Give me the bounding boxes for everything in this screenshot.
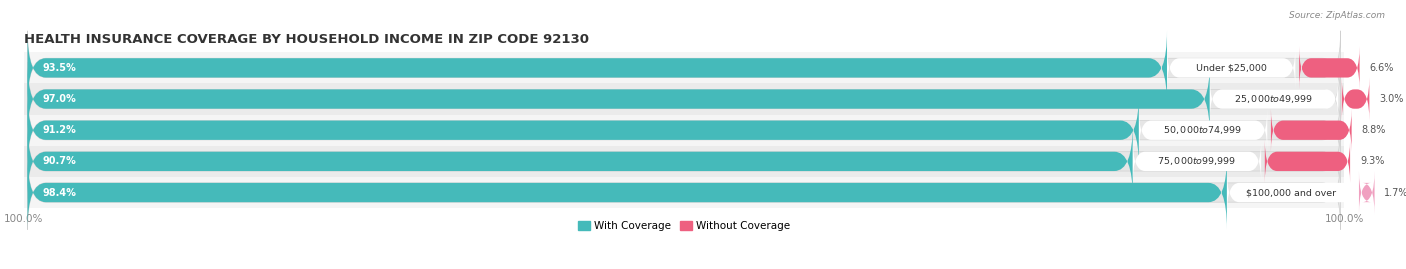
FancyBboxPatch shape [1265,140,1350,183]
FancyBboxPatch shape [28,155,1341,230]
Text: 98.4%: 98.4% [42,187,76,197]
FancyBboxPatch shape [1341,77,1369,121]
FancyBboxPatch shape [1271,109,1351,152]
FancyBboxPatch shape [28,124,1341,199]
FancyBboxPatch shape [1133,140,1261,183]
Text: $50,000 to $74,999: $50,000 to $74,999 [1164,124,1243,136]
Bar [24,177,1344,208]
Text: 90.7%: 90.7% [42,156,76,167]
Text: $75,000 to $99,999: $75,000 to $99,999 [1157,155,1236,167]
Text: Source: ZipAtlas.com: Source: ZipAtlas.com [1289,11,1385,20]
FancyBboxPatch shape [28,155,1227,230]
FancyBboxPatch shape [28,31,1167,105]
FancyBboxPatch shape [28,62,1209,136]
Text: 9.3%: 9.3% [1360,156,1385,167]
Text: 3.0%: 3.0% [1379,94,1403,104]
Bar [24,52,1344,83]
FancyBboxPatch shape [28,62,1341,136]
FancyBboxPatch shape [1227,171,1355,214]
Text: 8.8%: 8.8% [1361,125,1386,135]
FancyBboxPatch shape [28,93,1341,167]
Text: 91.2%: 91.2% [42,125,76,135]
FancyBboxPatch shape [28,124,1133,199]
Text: $100,000 and over: $100,000 and over [1246,188,1336,197]
FancyBboxPatch shape [1167,46,1295,89]
FancyBboxPatch shape [1299,46,1360,89]
Bar [24,115,1344,146]
Text: Under $25,000: Under $25,000 [1195,63,1267,72]
Text: 1.7%: 1.7% [1385,187,1406,197]
FancyBboxPatch shape [1209,77,1339,121]
Text: HEALTH INSURANCE COVERAGE BY HOUSEHOLD INCOME IN ZIP CODE 92130: HEALTH INSURANCE COVERAGE BY HOUSEHOLD I… [24,33,589,46]
Text: 97.0%: 97.0% [42,94,76,104]
FancyBboxPatch shape [28,93,1139,167]
Text: 6.6%: 6.6% [1369,63,1393,73]
Text: 93.5%: 93.5% [42,63,76,73]
FancyBboxPatch shape [28,31,1341,105]
Bar [24,146,1344,177]
FancyBboxPatch shape [1139,109,1267,152]
Bar [24,83,1344,115]
Legend: With Coverage, Without Coverage: With Coverage, Without Coverage [574,217,794,235]
FancyBboxPatch shape [1360,171,1375,214]
Text: $25,000 to $49,999: $25,000 to $49,999 [1234,93,1313,105]
